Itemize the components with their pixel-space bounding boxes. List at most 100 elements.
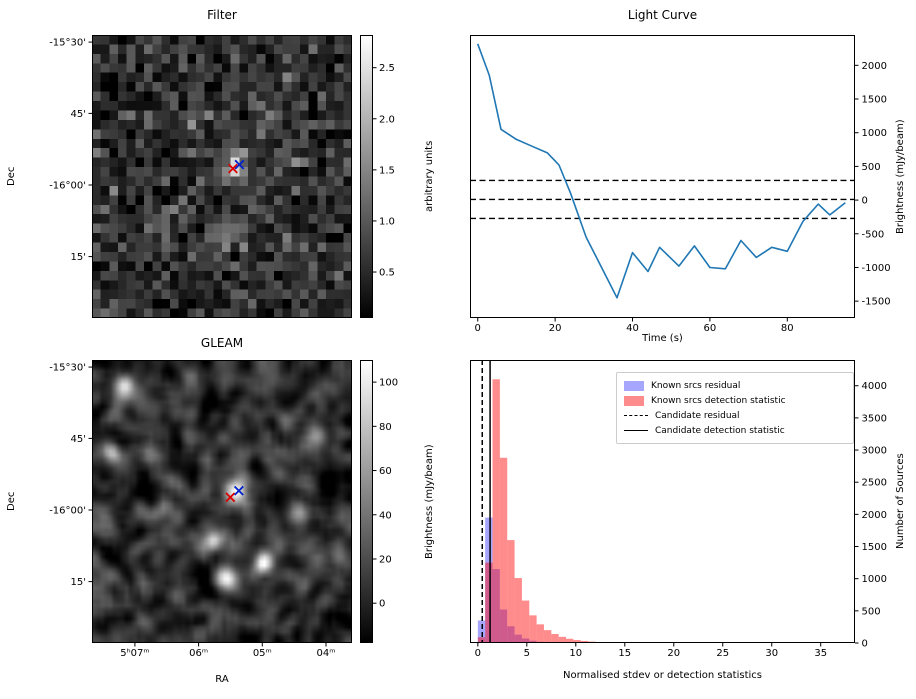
legend-swatch-solid-line <box>624 430 648 431</box>
y-tick-label: 500 <box>862 162 881 173</box>
ra-tick-label: 04ᵐ <box>317 648 336 659</box>
histogram-bar <box>536 624 544 643</box>
y-tick-label: -500 <box>862 229 885 240</box>
y-tick-label: 0 <box>862 196 868 207</box>
source-marker-x <box>225 492 236 503</box>
dec-tick-label: 15' <box>71 252 86 263</box>
y-tick-label: 3000 <box>862 446 887 457</box>
histogram-bar <box>492 379 500 643</box>
histogram-bar <box>492 569 500 643</box>
y-tick-label: -1500 <box>862 297 891 308</box>
x-tick-label: 0 <box>475 323 481 334</box>
light-curve-x-axis-label: Time (s) <box>642 333 683 344</box>
histogram-bar <box>529 640 537 643</box>
gleam-x-axis-label: RA <box>215 674 229 685</box>
legend-swatch-detection-patch <box>624 395 644 406</box>
histogram-bar <box>521 638 530 643</box>
gleam-colorbar-label: Brightness (mJy/beam) <box>424 444 435 559</box>
x-tick-label: 20 <box>667 648 680 659</box>
colorbar-frame <box>360 360 373 643</box>
legend-label: Candidate detection statistic <box>655 425 785 436</box>
histogram-bar <box>514 634 522 643</box>
colorbar-tick-label: 0 <box>379 599 385 610</box>
y-tick-label: 2500 <box>862 478 887 489</box>
histogram-bar <box>558 636 567 643</box>
light-curve-title: Light Curve <box>627 8 698 22</box>
filter-colorbar: 0.5 1.0 1.5 2.0 2.5 <box>360 35 395 318</box>
y-tick-label: 4000 <box>862 381 887 392</box>
legend-item-candidate-detection: Candidate detection statistic <box>624 423 846 438</box>
colorbar-tick-label: 40 <box>379 510 392 521</box>
y-tick-label: 1000 <box>862 574 887 585</box>
histogram-plot: 0 5 10 15 20 25 30 35 0 500 1000 1500 2000 2500 3000 35… <box>470 360 887 659</box>
legend-item-candidate-residual: Candidate residual <box>624 408 846 423</box>
dec-tick-label: -16°00' <box>49 180 86 191</box>
ra-tick-label: 5ʰ07ᵐ <box>120 648 149 659</box>
histogram-bar <box>499 457 508 643</box>
y-tick-label: -1000 <box>862 263 891 274</box>
axes-frame <box>470 360 855 643</box>
filter-title: Filter <box>207 8 237 22</box>
histogram-y-axis-label: Number of Sources <box>895 453 906 550</box>
axes-frame <box>92 35 352 318</box>
legend-label: Known srcs residual <box>651 380 741 391</box>
x-tick-label: 30 <box>765 648 778 659</box>
y-tick-label: 2000 <box>862 61 887 72</box>
legend-swatch-residual-patch <box>624 380 644 391</box>
axes-frame <box>470 35 855 318</box>
histogram-bar <box>543 630 552 643</box>
filter-axes-overlay: -15°30' 45' -16°00' 15' <box>49 35 352 318</box>
dec-tick-label: -15°30' <box>49 38 86 49</box>
colorbar-tick-label: 80 <box>379 422 392 433</box>
x-tick-label: 20 <box>549 323 562 334</box>
histogram-bar <box>580 640 589 643</box>
y-tick-label: 1500 <box>862 95 887 106</box>
x-tick-label: 0 <box>475 648 481 659</box>
histogram-bar <box>514 578 522 643</box>
histogram-bar <box>551 633 559 643</box>
dec-tick-label: -15°30' <box>49 363 86 374</box>
x-tick-label: 25 <box>716 648 729 659</box>
legend-label: Known srcs detection statistic <box>651 395 786 406</box>
ra-tick-label: 06ᵐ <box>189 648 208 659</box>
y-tick-label: 1500 <box>862 542 887 553</box>
gleam-title: GLEAM <box>200 336 244 350</box>
colorbar-gradient <box>360 360 373 643</box>
y-tick-label: 2000 <box>862 510 887 521</box>
x-tick-label: 10 <box>569 648 582 659</box>
histogram-bar <box>521 600 530 643</box>
colorbar-gradient <box>360 35 373 318</box>
filter-heatmap-image <box>92 35 352 318</box>
x-tick-label: 15 <box>618 648 631 659</box>
legend-item-known-detection: Known srcs detection statistic <box>624 393 846 408</box>
gleam-heatmap-image <box>92 360 352 643</box>
legend-item-known-residual: Known srcs residual <box>624 378 846 393</box>
y-tick-label: 500 <box>862 606 881 617</box>
dec-tick-label: 45' <box>71 434 86 445</box>
histogram-bar <box>573 640 581 643</box>
histogram-bar <box>485 517 493 643</box>
gleam-y-axis-label: Dec <box>6 491 17 512</box>
source-marker-x <box>233 485 244 496</box>
y-tick-label: 1000 <box>862 128 887 139</box>
axes-frame <box>92 360 352 643</box>
colorbar-tick-label: 1.0 <box>379 216 395 227</box>
gleam-colorbar: 0 20 40 60 80 100 <box>360 360 398 643</box>
legend-swatch-dashed-line <box>624 415 648 416</box>
x-tick-label: 40 <box>626 323 639 334</box>
colorbar-tick-label: 20 <box>379 554 392 565</box>
histogram-bar <box>485 562 493 643</box>
filter-y-axis-label: Dec <box>6 166 17 187</box>
light-curve-plot: 0 20 40 60 80 2000 1500 1000 500 0 -500 -1000 -1500 <box>470 35 891 334</box>
light-curve-line <box>476 43 846 299</box>
histogram-bar <box>507 626 515 643</box>
source-marker-x <box>234 159 245 170</box>
histogram-bar <box>477 620 486 643</box>
x-tick-label: 80 <box>781 323 794 334</box>
dec-tick-label: -16°00' <box>49 505 86 516</box>
filter-colorbar-label: arbitrary units <box>424 140 435 213</box>
x-tick-label: 5 <box>524 648 530 659</box>
histogram-bar <box>566 638 574 643</box>
colorbar-tick-label: 1.5 <box>379 165 395 176</box>
